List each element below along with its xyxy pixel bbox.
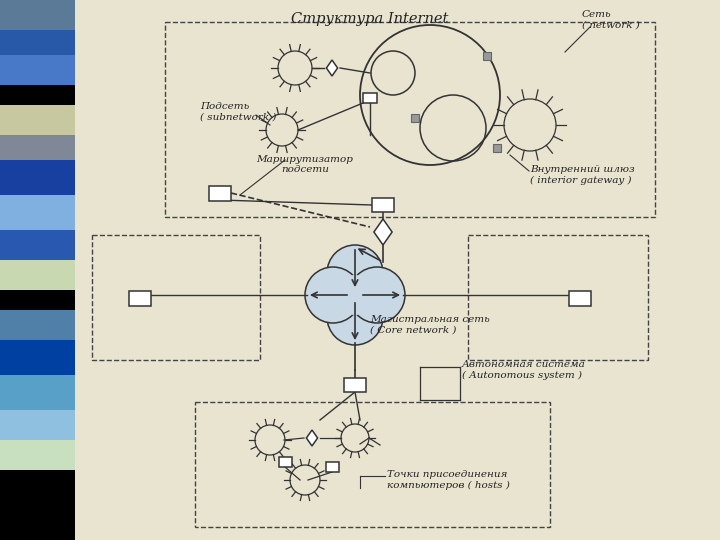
Bar xyxy=(0,310,75,340)
Polygon shape xyxy=(326,60,338,76)
Bar xyxy=(0,30,75,55)
Bar xyxy=(468,235,648,360)
Circle shape xyxy=(255,425,285,455)
Bar xyxy=(0,230,75,260)
Text: Магистральная сеть
( Core network ): Магистральная сеть ( Core network ) xyxy=(370,315,490,334)
Circle shape xyxy=(327,245,383,301)
Bar xyxy=(569,291,591,306)
Bar xyxy=(411,114,419,122)
Polygon shape xyxy=(374,219,392,245)
Bar xyxy=(483,52,491,60)
Circle shape xyxy=(290,465,320,495)
Bar xyxy=(165,22,655,217)
Circle shape xyxy=(335,275,375,315)
Bar xyxy=(92,235,260,360)
Bar xyxy=(0,55,75,85)
Bar xyxy=(0,440,75,470)
Circle shape xyxy=(266,114,298,146)
Circle shape xyxy=(305,267,361,323)
Bar xyxy=(0,495,75,540)
Bar xyxy=(0,470,75,495)
Bar xyxy=(0,105,75,135)
Circle shape xyxy=(349,267,405,323)
Bar xyxy=(129,291,151,306)
Bar xyxy=(0,290,75,310)
Text: Автономная система
( Autonomous system ): Автономная система ( Autonomous system ) xyxy=(462,360,586,380)
Text: Сеть
( network ): Сеть ( network ) xyxy=(582,10,640,29)
Text: Структура Internet: Структура Internet xyxy=(292,12,449,26)
Bar xyxy=(372,198,394,212)
Bar xyxy=(0,195,75,230)
Bar xyxy=(344,378,366,392)
Bar xyxy=(0,135,75,160)
Bar xyxy=(0,160,75,195)
Polygon shape xyxy=(307,430,318,446)
Circle shape xyxy=(278,51,312,85)
Bar xyxy=(0,85,75,105)
Bar xyxy=(493,144,501,152)
Circle shape xyxy=(341,424,369,452)
Circle shape xyxy=(327,289,383,345)
Bar xyxy=(325,462,338,472)
Text: Точки присоединения
компьютеров ( hosts ): Точки присоединения компьютеров ( hosts … xyxy=(387,470,510,490)
Bar xyxy=(0,340,75,375)
Bar xyxy=(0,375,75,410)
Bar xyxy=(363,93,377,103)
Circle shape xyxy=(504,99,556,151)
Text: Внутренний шлюз
( interior gateway ): Внутренний шлюз ( interior gateway ) xyxy=(530,165,634,185)
Text: Подсеть
( subnetwork ): Подсеть ( subnetwork ) xyxy=(200,102,276,122)
Bar xyxy=(195,402,550,527)
Bar xyxy=(209,186,231,200)
Bar xyxy=(0,0,75,30)
Text: Маршрутизатор
подсети: Маршрутизатор подсети xyxy=(256,155,354,174)
Bar xyxy=(279,457,292,467)
Bar xyxy=(0,260,75,290)
Bar xyxy=(0,410,75,440)
